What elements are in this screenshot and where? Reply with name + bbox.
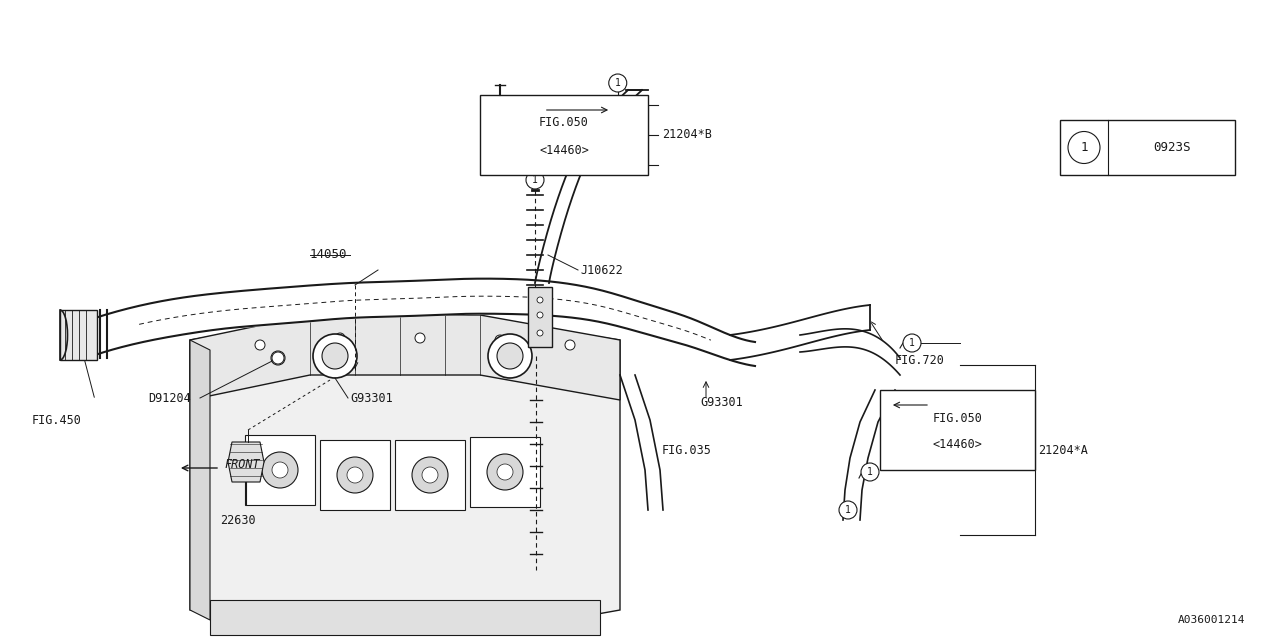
Text: 0923S: 0923S: [1153, 141, 1190, 154]
Polygon shape: [470, 437, 540, 507]
Circle shape: [497, 464, 513, 480]
Circle shape: [495, 335, 506, 345]
Text: 1: 1: [614, 78, 621, 88]
Circle shape: [422, 467, 438, 483]
Text: A036001214: A036001214: [1178, 615, 1245, 625]
Text: <14460>: <14460>: [933, 438, 983, 451]
Circle shape: [271, 351, 285, 365]
Circle shape: [273, 462, 288, 478]
Circle shape: [564, 340, 575, 350]
Text: 1: 1: [1080, 141, 1088, 154]
Circle shape: [902, 334, 922, 352]
Polygon shape: [320, 440, 390, 510]
Text: <14460>: <14460>: [539, 143, 589, 157]
Text: FIG.450: FIG.450: [32, 413, 82, 426]
Circle shape: [538, 297, 543, 303]
Polygon shape: [189, 315, 620, 400]
Circle shape: [488, 334, 532, 378]
Text: 1: 1: [532, 175, 538, 185]
Circle shape: [335, 333, 346, 343]
Polygon shape: [396, 440, 465, 510]
Text: J10622: J10622: [580, 264, 623, 276]
Text: 21204*A: 21204*A: [1038, 444, 1088, 456]
Circle shape: [415, 333, 425, 343]
Circle shape: [323, 343, 348, 369]
Circle shape: [609, 74, 627, 92]
Polygon shape: [189, 340, 210, 620]
Circle shape: [412, 457, 448, 493]
Text: FIG.050: FIG.050: [539, 116, 589, 129]
Circle shape: [538, 312, 543, 318]
Circle shape: [838, 501, 858, 519]
Polygon shape: [189, 320, 620, 635]
Text: 22630: 22630: [220, 513, 256, 527]
Text: 21204*B: 21204*B: [662, 129, 712, 141]
Circle shape: [262, 452, 298, 488]
Circle shape: [861, 463, 879, 481]
Text: FIG.720: FIG.720: [895, 353, 945, 367]
Text: 1: 1: [845, 505, 851, 515]
Polygon shape: [210, 600, 600, 635]
Circle shape: [526, 171, 544, 189]
Text: FIG.050: FIG.050: [933, 412, 983, 424]
Polygon shape: [60, 310, 97, 360]
Circle shape: [337, 457, 372, 493]
Circle shape: [538, 330, 543, 336]
Text: FIG.035: FIG.035: [662, 444, 712, 456]
Bar: [881, 390, 1036, 470]
Circle shape: [486, 454, 524, 490]
Text: G93301: G93301: [349, 392, 393, 404]
Circle shape: [314, 334, 357, 378]
Text: FRONT: FRONT: [224, 458, 260, 472]
Text: 14050: 14050: [310, 248, 347, 262]
Text: D91204: D91204: [148, 392, 191, 404]
Text: 1: 1: [909, 338, 915, 348]
Circle shape: [1068, 131, 1100, 163]
Circle shape: [497, 343, 524, 369]
Circle shape: [273, 352, 284, 364]
Circle shape: [347, 467, 364, 483]
Text: G93301: G93301: [700, 396, 742, 408]
Bar: [480, 95, 648, 175]
Polygon shape: [244, 435, 315, 505]
Polygon shape: [228, 442, 264, 482]
Bar: [1060, 120, 1235, 175]
Bar: [529, 287, 552, 347]
Circle shape: [255, 340, 265, 350]
Text: 1: 1: [867, 467, 873, 477]
